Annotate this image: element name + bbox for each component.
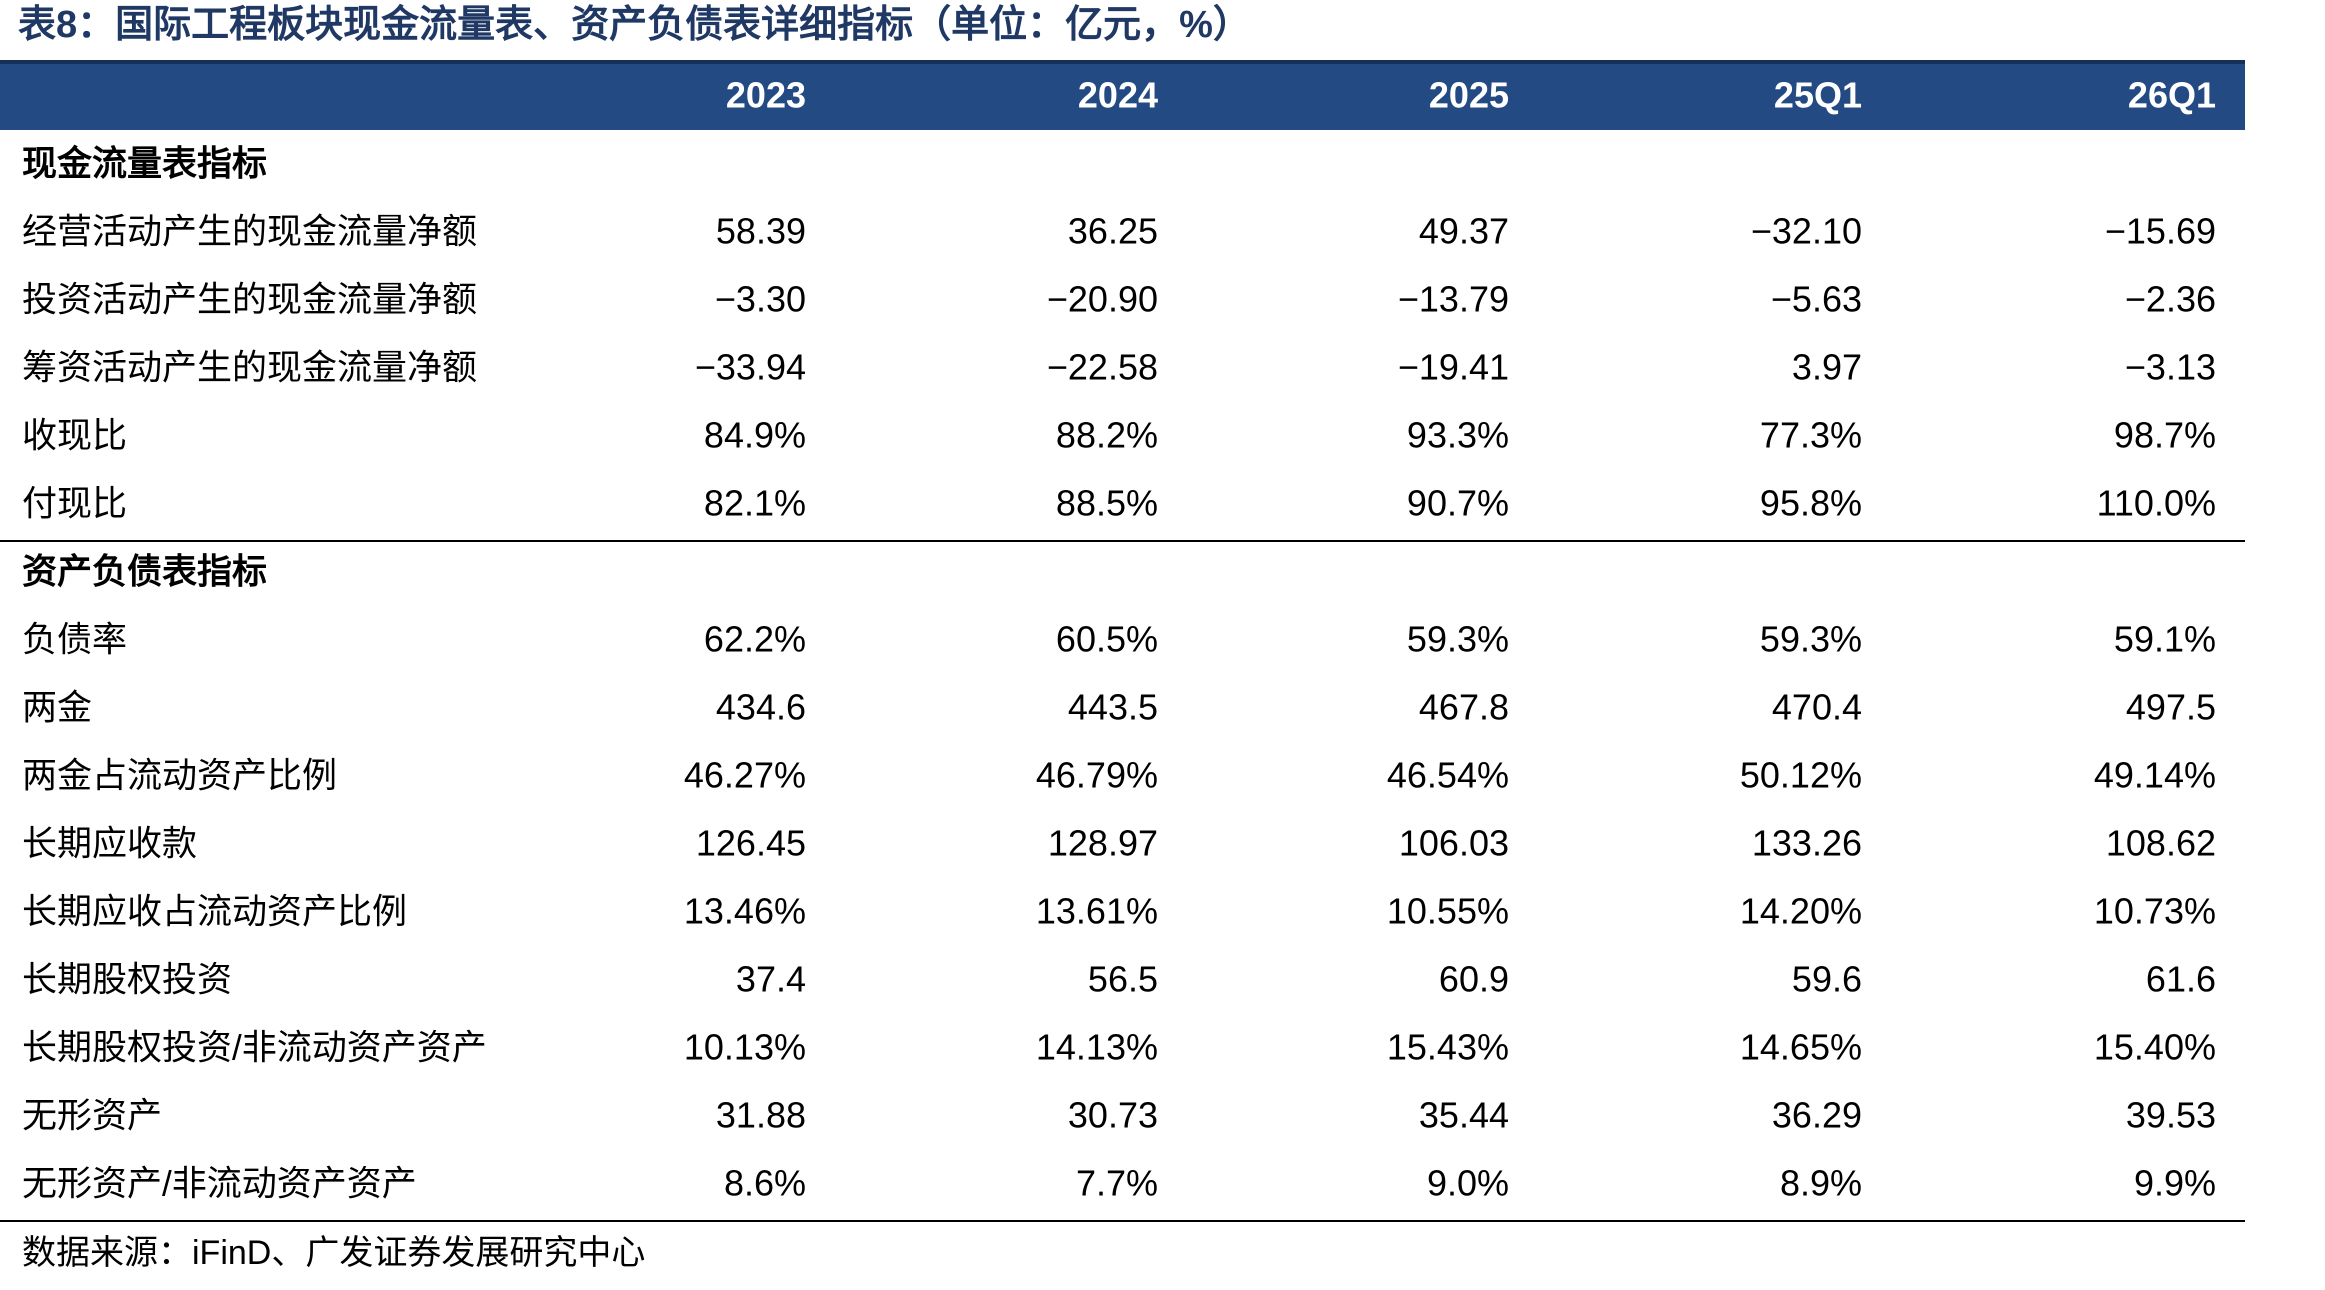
cell-value: 30.73 [1068,1095,1158,1136]
cell-value: 108.62 [2106,823,2216,864]
row-label: 长期应收占流动资产比例 [22,892,407,931]
cell-value: 59.3% [1760,619,1862,660]
row-label: 两金 [22,688,92,727]
cell-value: 37.4 [736,959,806,1000]
section-title: 现金流量表指标 [22,143,267,183]
cell-value: 9.9% [2134,1163,2216,1204]
cell-value: 8.9% [1780,1163,1862,1204]
cell-value: 443.5 [1068,687,1158,728]
cell-value: 434.6 [716,687,806,728]
cell-value: 50.12% [1740,755,1862,796]
cell-value: 60.5% [1056,619,1158,660]
cell-value: 133.26 [1752,823,1862,864]
cell-value: −33.94 [695,347,806,388]
cell-value: 88.5% [1056,483,1158,524]
cell-value: −3.13 [2125,347,2216,388]
cell-value: −3.30 [715,279,806,320]
cell-value: 62.2% [704,619,806,660]
row-label: 长期股权投资/非流动资产资产 [22,1028,487,1067]
column-header: 26Q1 [2128,75,2216,116]
cell-value: 88.2% [1056,415,1158,456]
source-note: 数据来源：iFinD、广发证券发展研究中心 [22,1234,645,1272]
cell-value: 7.7% [1076,1163,1158,1204]
cell-value: 14.65% [1740,1027,1862,1068]
cell-value: 35.44 [1419,1095,1509,1136]
header-top-border [0,60,2245,64]
cell-value: 36.25 [1068,211,1158,252]
cell-value: 59.6 [1792,959,1862,1000]
cell-value: −5.63 [1771,279,1862,320]
cell-value: 46.54% [1387,755,1509,796]
cell-value: −32.10 [1751,211,1862,252]
cell-value: 59.3% [1407,619,1509,660]
cell-value: 128.97 [1048,823,1158,864]
cell-value: −13.79 [1398,279,1509,320]
cell-value: 93.3% [1407,415,1509,456]
cell-value: 82.1% [704,483,806,524]
cell-value: 31.88 [716,1095,806,1136]
row-label: 筹资活动产生的现金流量净额 [22,348,477,387]
cell-value: 39.53 [2126,1095,2216,1136]
cell-value: 497.5 [2126,687,2216,728]
cell-value: 61.6 [2146,959,2216,1000]
cell-value: −22.58 [1047,347,1158,388]
cell-value: 77.3% [1760,415,1862,456]
cell-value: −2.36 [2125,279,2216,320]
cell-value: 10.55% [1387,891,1509,932]
cell-value: 14.13% [1036,1027,1158,1068]
cell-value: 95.8% [1760,483,1862,524]
table-title: 表8：国际工程板块现金流量表、资产负债表详细指标（单位：亿元，%） [18,3,1251,46]
cell-value: 14.20% [1740,891,1862,932]
cell-value: 126.45 [696,823,806,864]
cell-value: 110.0% [2097,483,2216,524]
row-label: 无形资产 [22,1096,162,1135]
cell-value: 59.1% [2114,619,2216,660]
cell-value: 9.0% [1427,1163,1509,1204]
row-label: 无形资产/非流动资产资产 [22,1164,417,1203]
cell-value: 3.97 [1792,347,1862,388]
row-label: 长期应收款 [22,824,197,863]
cell-value: 15.40% [2094,1027,2216,1068]
row-label: 付现比 [22,484,127,523]
cell-value: −19.41 [1398,347,1509,388]
cell-value: 49.37 [1419,211,1509,252]
column-header: 2025 [1429,75,1509,116]
cell-value: 36.29 [1772,1095,1862,1136]
column-header: 2024 [1078,75,1158,116]
row-label: 长期股权投资 [22,960,232,999]
cell-value: 46.79% [1036,755,1158,796]
cell-value: 470.4 [1772,687,1862,728]
section-title: 资产负债表指标 [22,552,267,591]
cell-value: 15.43% [1387,1027,1509,1068]
cell-value: 13.46% [684,891,806,932]
cell-value: −15.69 [2105,211,2216,252]
cell-value: 49.14% [2094,755,2216,796]
row-label: 经营活动产生的现金流量净额 [22,212,477,251]
cell-value: 56.5 [1088,959,1158,1000]
cell-value: 8.6% [724,1163,806,1204]
column-header: 2023 [726,75,806,116]
cell-value: 467.8 [1419,687,1509,728]
column-header: 25Q1 [1774,75,1862,116]
cell-value: −20.90 [1047,279,1158,320]
row-label: 两金占流动资产比例 [22,756,337,795]
cell-value: 13.61% [1036,891,1158,932]
cell-value: 58.39 [716,211,806,252]
cell-value: 10.13% [684,1027,806,1068]
cell-value: 46.27% [684,755,806,796]
row-label: 收现比 [22,416,127,455]
cell-value: 98.7% [2114,415,2216,456]
cell-value: 10.73% [2094,891,2216,932]
cell-value: 106.03 [1399,823,1509,864]
cell-value: 84.9% [704,415,806,456]
cell-value: 60.9 [1439,959,1509,1000]
row-label: 负债率 [22,620,127,659]
cell-value: 90.7% [1407,483,1509,524]
row-label: 投资活动产生的现金流量净额 [22,280,477,319]
header-bar [0,64,2245,130]
